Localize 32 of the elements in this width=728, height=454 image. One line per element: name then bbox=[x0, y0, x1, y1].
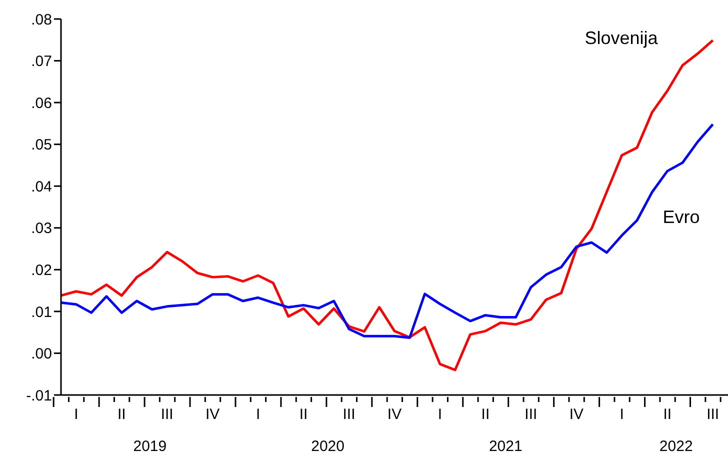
text: 2021 bbox=[488, 438, 522, 454]
y-tick-label: .06 bbox=[31, 94, 52, 112]
x-tick-label: I bbox=[74, 406, 78, 423]
y-tick-label: .07 bbox=[31, 53, 52, 70]
line-series bbox=[60, 123, 714, 340]
y-tick-label: .05 bbox=[31, 136, 52, 154]
x-tick-label: II bbox=[117, 406, 126, 423]
series-label: Slovenija bbox=[584, 28, 659, 48]
x-tick-label: IV bbox=[569, 406, 584, 423]
x-tick-label: III bbox=[160, 406, 174, 423]
series-label: Evro bbox=[662, 206, 700, 227]
x-tick-label: I bbox=[620, 406, 624, 423]
y-tick-label: .00 bbox=[31, 346, 52, 363]
y-tick-label: .08 bbox=[31, 11, 52, 28]
x-tick-label: IV bbox=[205, 406, 220, 423]
y-tick-label: .02 bbox=[31, 262, 52, 279]
y-tick-label: .04 bbox=[31, 178, 52, 196]
y-tick-label: .01 bbox=[31, 304, 52, 321]
text: 2022 bbox=[659, 438, 693, 454]
x-tick-label: IV bbox=[387, 406, 402, 423]
x-tick-label: III bbox=[706, 406, 720, 423]
x-tick-label: II bbox=[481, 406, 490, 423]
x-tick-label: I bbox=[438, 406, 442, 423]
text: 2020 bbox=[311, 438, 344, 454]
x-tick-label: II bbox=[663, 406, 672, 423]
y-tick-label: .03 bbox=[31, 220, 52, 238]
x-tick-label: III bbox=[524, 406, 538, 423]
y-tick-label: -.01 bbox=[26, 387, 52, 404]
x-tick-label: III bbox=[342, 406, 356, 423]
x-tick-label: II bbox=[299, 406, 308, 423]
text: 2019 bbox=[133, 438, 167, 454]
x-tick-label: I bbox=[256, 406, 260, 423]
